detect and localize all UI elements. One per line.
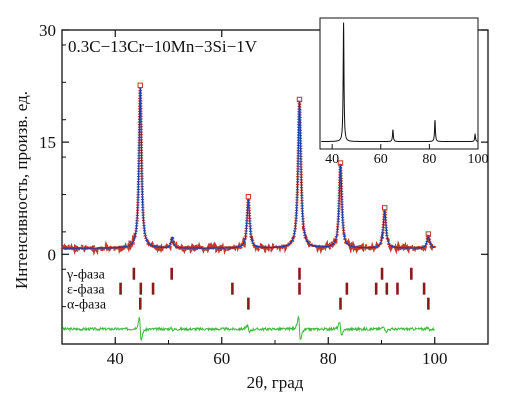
x-axis-ticks: 40 60 80 100	[61, 30, 489, 368]
inset-x-tick-label: 100	[468, 152, 489, 167]
phase-tick	[170, 267, 173, 280]
phase-tick	[374, 282, 378, 295]
phase-tick	[138, 297, 142, 310]
inset-x-tick-label: 80	[422, 152, 436, 167]
phase-tick	[396, 282, 399, 295]
phase-tick	[139, 282, 143, 295]
y-axis-label: Интенсивность, произв. ед.	[12, 91, 31, 289]
phase-tick	[380, 267, 384, 280]
y-tick-label: 0	[48, 245, 57, 264]
inset-frame	[319, 17, 479, 150]
y-axis-ticks: 0 15 30	[39, 21, 488, 345]
peak-marker	[296, 96, 303, 103]
phase-tick	[151, 282, 155, 295]
phase-tick	[339, 297, 342, 310]
phase-label: γ-фаза	[66, 268, 106, 283]
phase-tick	[298, 282, 301, 295]
phase-tick	[132, 267, 136, 280]
phase-tick	[119, 282, 122, 295]
peak-marker	[381, 205, 388, 211]
inset-x-axis-ticks: 40 60 80 100	[325, 144, 489, 167]
peak-marker	[245, 193, 252, 200]
peak-marker	[425, 231, 432, 237]
phase-tick	[427, 297, 430, 310]
inset-pattern	[321, 22, 478, 143]
x-axis-label: 2θ, град	[247, 373, 304, 392]
peak-markers	[137, 82, 432, 237]
x-tick-label: 60	[213, 349, 230, 368]
y-tick-label: 15	[39, 133, 56, 152]
inset-x-tick-label: 40	[325, 152, 339, 167]
phase-tick	[410, 267, 413, 280]
phase-tick	[422, 282, 426, 295]
difference-curve	[61, 315, 436, 342]
x-tick-label: 80	[320, 349, 337, 368]
phase-tick	[247, 297, 250, 310]
phase-tick	[298, 267, 301, 280]
chart-title: 0.3C−13Cr−10Mn−3Si−1V	[68, 37, 258, 56]
phase-label: α-фаза	[67, 298, 107, 313]
inset-x-tick-label: 60	[374, 152, 388, 167]
x-tick-label: 40	[107, 349, 124, 368]
x-tick-label: 100	[422, 349, 448, 368]
inset-plot: 40 60 80 100	[319, 17, 489, 167]
peak-marker	[337, 160, 344, 166]
phase-label: ε-фаза	[67, 283, 105, 298]
phase-tick	[345, 282, 349, 295]
phase-tick	[385, 282, 389, 295]
phase-tick	[231, 282, 234, 295]
y-tick-label: 30	[39, 21, 56, 40]
peak-marker	[137, 82, 143, 88]
